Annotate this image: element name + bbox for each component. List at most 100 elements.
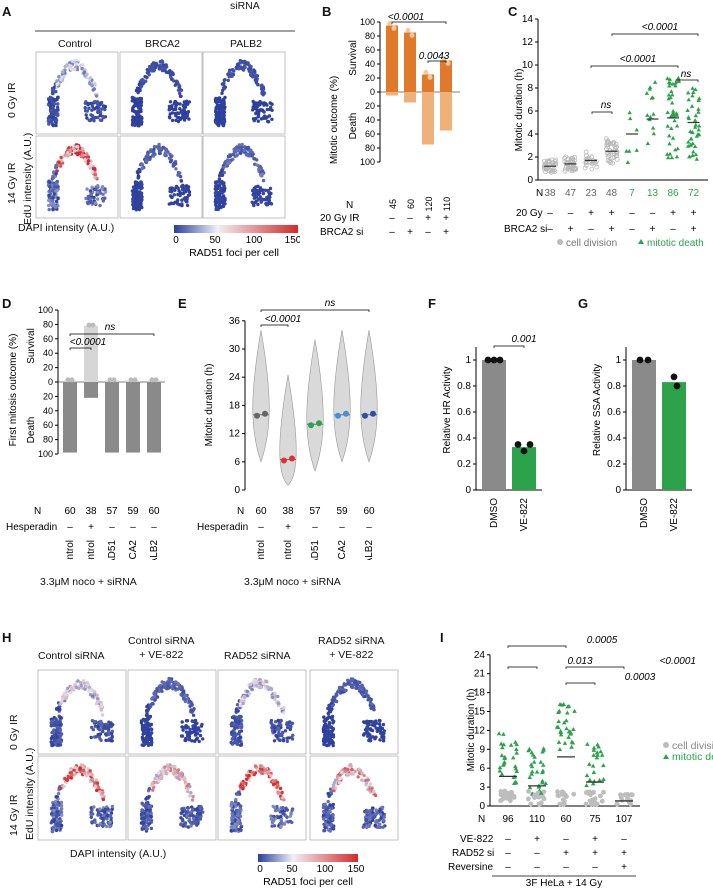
panel-a-scatter-r0c0-point xyxy=(90,104,95,109)
panel-h-scatter-r0c3-point xyxy=(368,739,372,743)
panel-f-pval: 0.001 xyxy=(511,334,536,345)
panel-a-sirna-header: siRNA xyxy=(230,0,260,12)
panel-a-scatter-r1c0-point xyxy=(59,159,64,163)
panel-h-scatter-r0c3-point xyxy=(339,687,343,691)
panel-a-scatter-r0c0-point xyxy=(59,77,63,82)
panel-i-point xyxy=(556,739,562,744)
panel-c-point xyxy=(696,107,701,111)
panel-c-point xyxy=(669,100,675,105)
panel-h-scatter-r1c1-point xyxy=(186,789,190,794)
panel-c-row1-value: – xyxy=(629,208,635,219)
panel-h-scatter-r1c3-point xyxy=(379,812,383,816)
panel-h-scatter-r1c2-point xyxy=(230,824,234,828)
panel-i-row-value: + xyxy=(621,848,627,859)
panel-h-scatter-r1c2-point xyxy=(280,790,284,794)
panel-h-scatter-r0c3-point xyxy=(327,743,331,747)
panel-h-scatter-r1c0-point xyxy=(58,820,62,825)
panel-h-scatter-r1c2-point xyxy=(266,771,270,775)
panel-a-scatter-r0c1-point xyxy=(158,60,163,64)
panel-h-scatter-r1c3-point xyxy=(334,778,338,782)
panel-h-scatter-r0c1-point xyxy=(197,739,201,744)
panel-h-scatter-r0c3-point xyxy=(360,683,364,687)
panel-a-scatter-r0c0-point xyxy=(75,62,79,66)
panel-c-bracket-2 xyxy=(591,111,613,114)
panel-h-scatter-r0c3-point xyxy=(322,723,327,728)
panel-a-scatter-r0c1-point xyxy=(168,107,172,112)
panel-h-scatter-r1c1-point xyxy=(147,805,151,809)
panel-h-scatter-r1c2-point xyxy=(260,771,264,775)
panel-i-point xyxy=(541,796,547,802)
panel-i-point xyxy=(625,795,631,800)
panel-h-scatter-r0c2-point xyxy=(258,681,262,686)
panel-a-scatter-r0c2-point xyxy=(263,101,268,106)
panel-h-scatter-r1c0-point xyxy=(55,810,59,814)
panel-h-scatter-r1c0-point xyxy=(59,804,64,808)
panel-a-scatter-r1c0-point xyxy=(83,157,87,162)
panel-a-scatter-r0c1-point xyxy=(168,116,172,120)
panel-a-scatter-r0c1-point xyxy=(163,66,168,70)
panel-c-point xyxy=(645,113,650,117)
panel-h-scatter-r1c2-point xyxy=(273,805,277,810)
panel-i-point xyxy=(601,776,606,781)
panel-h-scatter-r0c0-point xyxy=(87,689,91,693)
panel-g-dot xyxy=(636,356,644,364)
panel-h-scatter-r0c0-point xyxy=(101,729,105,734)
panel-i-pval-2: <0.0001 xyxy=(660,656,696,667)
panel-h-scatter-r1c0-point xyxy=(105,814,110,818)
panel-h-scatter-r1c1-point xyxy=(195,821,200,826)
panel-h-scatter-r0c0-point xyxy=(104,733,109,737)
panel-i-point xyxy=(501,792,506,798)
panel-i-point xyxy=(597,777,602,782)
panel-h-scatter-r1c3-point xyxy=(328,803,332,807)
panel-c-point xyxy=(644,91,650,95)
panel-h-scatter-r1c2-point xyxy=(273,809,278,813)
panel-h-scatter-r0c2-point xyxy=(237,738,241,742)
panel-a-scatter-r0c2-point xyxy=(223,95,227,100)
panel-h-scatter-r0c0-point xyxy=(110,734,115,739)
panel-a-scatter-r0c0-point xyxy=(92,119,96,123)
panel-c-row1-value: – xyxy=(568,208,574,219)
panel-h-scatter-r1c3-point xyxy=(373,793,378,798)
panel-f-dot xyxy=(526,441,534,448)
panel-i-point xyxy=(564,726,569,731)
panel-i-n-value: 60 xyxy=(560,814,572,825)
panel-h-scatter-r1c0-point xyxy=(59,823,64,828)
panel-a-scatter-r0c0-point xyxy=(55,112,60,116)
panel-h-scatter-r0c0-point xyxy=(93,719,97,724)
panel-h-scatter-r0c0-point xyxy=(91,689,95,693)
panel-a-scatter-r0c0-point xyxy=(53,102,57,106)
panel-c-point xyxy=(696,123,702,128)
panel-c-n-value: 72 xyxy=(688,188,700,199)
panel-h-scatter-r0c1-point xyxy=(167,681,171,685)
panel-h-scatter-r0c3-point xyxy=(369,706,374,710)
panel-h-scatter-r0c0-point xyxy=(99,707,103,711)
panel-a-scatter-r0c0-point xyxy=(96,109,100,113)
panel-c-bracket-0 xyxy=(611,33,699,36)
panel-a-scatter-r0c2-point xyxy=(221,98,225,102)
panel-g-cat-label: DMSO xyxy=(639,498,650,528)
panel-g-ytick-label: 0.4 xyxy=(607,433,621,444)
panel-c-point xyxy=(686,97,691,102)
panel-h-scatter-r0c1-point xyxy=(200,722,204,727)
panel-c-legend-circle xyxy=(557,239,563,245)
panel-h-scatter-r0c2-point xyxy=(286,724,291,728)
panel-h-scatter-r1c3-point xyxy=(343,769,348,773)
panel-a-scatter-r0c1-point xyxy=(184,115,188,120)
panel-c-point xyxy=(694,156,700,161)
panel-a-scatter-r0c2-point xyxy=(215,110,219,115)
panel-i-point xyxy=(563,792,568,798)
panel-h-scatter-r1c3-point xyxy=(349,772,353,776)
panel-h-scatter-r1c2-point xyxy=(290,808,294,812)
panel-h-scatter-r1c3-point xyxy=(360,771,364,775)
panel-a-scatter-r0c2-point xyxy=(259,84,263,88)
panel-h-scatter-r1c2-point xyxy=(238,814,243,819)
panel-h-scatter-r1c0-point xyxy=(92,805,96,809)
panel-h-scatter-r1c2-point xyxy=(233,802,237,806)
panel-h-scatter-r0c2-point xyxy=(248,682,253,686)
panel-f-ytick-label: 0.4 xyxy=(457,433,471,444)
panel-h-scatter-r0c2-point xyxy=(234,709,238,713)
panel-a-scatter-r0c2-point xyxy=(251,74,255,78)
panel-i-row-value: – xyxy=(563,834,569,845)
panel-h-scatter-r0c0-point xyxy=(84,684,88,689)
panel-a-scatter-r0c1-point xyxy=(168,100,173,104)
